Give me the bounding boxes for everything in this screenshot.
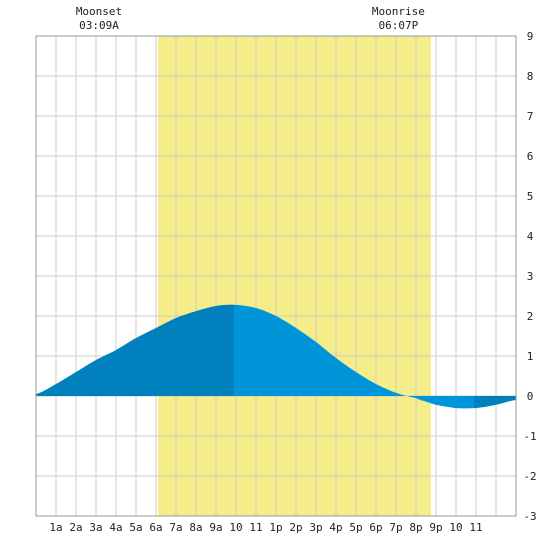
- grid-layer: [36, 36, 516, 516]
- y-tick-label: 5: [527, 190, 534, 203]
- x-tick-label: 8a: [189, 521, 202, 534]
- x-tick-label: 4a: [109, 521, 122, 534]
- x-tick-label: 5p: [349, 521, 362, 534]
- x-tick-label: 5a: [129, 521, 142, 534]
- y-tick-label: 2: [527, 310, 534, 323]
- y-tick-label: -3: [523, 510, 536, 523]
- x-tick-label: 7p: [389, 521, 402, 534]
- moon-event-label: Moonset: [76, 5, 122, 18]
- tide-area-segment: [234, 304, 474, 409]
- x-tick-label: 9p: [429, 521, 442, 534]
- moon-event-time: 06:07P: [379, 19, 419, 32]
- x-tick-label: 6a: [149, 521, 162, 534]
- x-tick-label: 1a: [49, 521, 62, 534]
- x-tick-label: 11: [469, 521, 482, 534]
- x-tick-label: 6p: [369, 521, 382, 534]
- y-tick-label: 7: [527, 110, 534, 123]
- y-axis-ticks: -3 -2 -1 0 1 2 3 4 5 6 7 8 9: [523, 30, 536, 523]
- x-tick-label: 11: [249, 521, 262, 534]
- x-axis-ticks: 1a 2a 3a 4a 5a 6a 7a 8a 9a 10 11 1p 2p 3p 4p 5p 6p 7p 8p 9p…: [49, 521, 482, 534]
- x-tick-label: 2a: [69, 521, 82, 534]
- moon-event-time: 03:09A: [79, 19, 119, 32]
- x-tick-label: 10: [449, 521, 462, 534]
- y-tick-label: 4: [527, 230, 534, 243]
- x-tick-label: 7a: [169, 521, 182, 534]
- y-tick-label: -2: [523, 470, 536, 483]
- tide-area-segment: [474, 396, 516, 409]
- x-tick-label: 3a: [89, 521, 102, 534]
- x-tick-label: 9a: [209, 521, 222, 534]
- y-tick-label: 0: [527, 390, 534, 403]
- x-tick-label: 2p: [289, 521, 302, 534]
- tide-area-layer: [36, 304, 516, 409]
- x-tick-label: 8p: [409, 521, 422, 534]
- moon-event-label: Moonrise: [372, 5, 425, 18]
- y-tick-label: 6: [527, 150, 534, 163]
- y-tick-label: 9: [527, 30, 534, 43]
- x-tick-label: 4p: [329, 521, 342, 534]
- y-tick-label: -1: [523, 430, 536, 443]
- plot-frame: [35, 35, 517, 517]
- y-tick-label: 3: [527, 270, 534, 283]
- x-tick-label: 3p: [309, 521, 322, 534]
- y-tick-label: 1: [527, 350, 534, 363]
- x-tick-label: 10: [229, 521, 242, 534]
- x-tick-label: 1p: [269, 521, 282, 534]
- tide-area-segment: [36, 304, 234, 396]
- y-tick-label: 8: [527, 70, 534, 83]
